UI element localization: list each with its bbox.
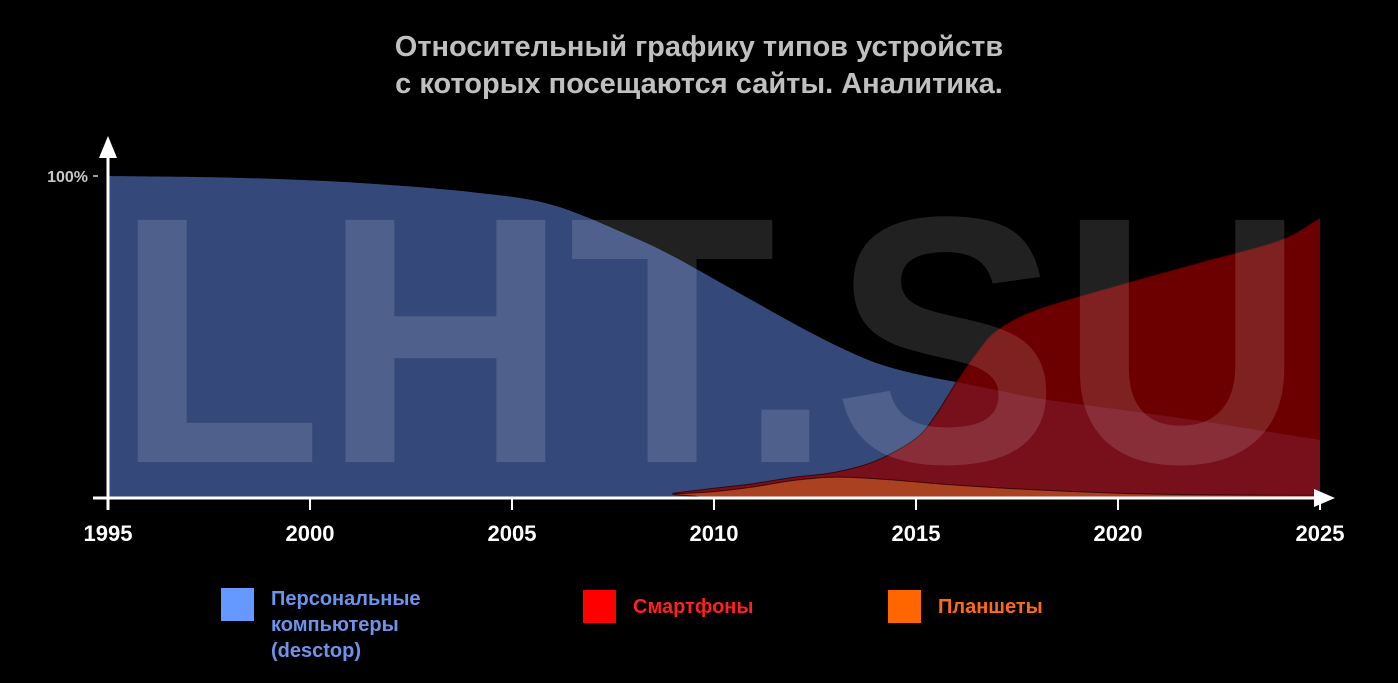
chart-title-line-1: Относительный графику типов устройств (395, 31, 1003, 63)
x-tick-label-1995: 1995 (84, 521, 133, 546)
legend-label-pc: Персональные компьютеры (desctop) (271, 588, 421, 662)
y-tick-label: 100% (47, 169, 88, 186)
area-tablets (108, 477, 1320, 499)
legend-swatch-pc (221, 588, 254, 621)
y-axis-arrow (99, 136, 117, 158)
x-tick-label-2020: 2020 (1094, 521, 1143, 546)
watermark-text: LHT.SU (115, 143, 1305, 537)
legend-label-smartphones: Смартфоны (633, 596, 754, 618)
x-axis-arrow (1314, 489, 1335, 507)
chart-title-line-2: с которых посещаются сайты. Аналитика. (395, 68, 1003, 100)
legend-item-smartphones: Смартфоны (583, 590, 753, 623)
legend-item-tablets: Планшеты (888, 590, 1043, 623)
legend-label-tablets: Планшеты (938, 596, 1043, 618)
x-tick-label-2010: 2010 (690, 521, 739, 546)
legend-swatch-smartphones (583, 590, 616, 623)
x-tick-label-2025: 2025 (1296, 521, 1345, 546)
area-smartphones (108, 217, 1320, 499)
legend-item-pc: Персональные компьютеры (desctop) (221, 588, 421, 664)
x-tick-label-2005: 2005 (488, 521, 537, 546)
x-tick-label-2015: 2015 (892, 521, 941, 546)
legend-swatch-tablets (888, 590, 921, 623)
x-tick-label-2000: 2000 (286, 521, 335, 546)
